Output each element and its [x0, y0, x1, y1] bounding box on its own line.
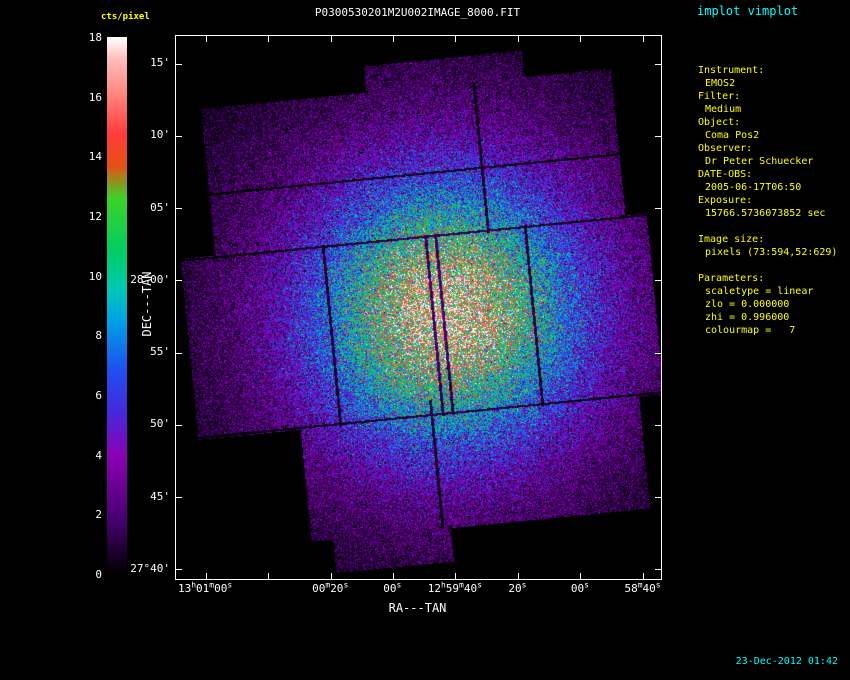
axis-tick-mark [455, 573, 457, 579]
ra-tick-label: 58m40s [624, 580, 661, 595]
dec-tick-label: 05' [150, 200, 170, 214]
ra-tick-label: 00s [383, 580, 402, 595]
info-line: Filter: [698, 91, 741, 102]
info-line: 15766.5736073852 sec [705, 208, 826, 219]
dec-tick-label: 27°40' [130, 561, 170, 575]
axis-tick-mark [330, 573, 332, 579]
ra-tick-label: 12h59m40s [427, 580, 482, 595]
info-line [698, 220, 848, 233]
dec-tick-label: 28°00' [130, 272, 170, 286]
colorbar-tick-label: 16 [88, 90, 102, 104]
x-axis-label: RA---TAN [388, 601, 447, 615]
axis-tick-mark [655, 352, 661, 354]
axis-tick-mark [655, 569, 661, 571]
axis-tick-mark [176, 280, 182, 282]
axis-tick-mark [655, 63, 661, 65]
axis-tick-mark [176, 352, 182, 354]
axis-tick-mark [655, 208, 661, 210]
colorbar-tick-label: 14 [88, 150, 102, 164]
axis-tick-mark [176, 208, 182, 210]
info-line: Image size: [698, 234, 765, 245]
axis-tick-mark [392, 573, 394, 579]
axis-tick-mark [392, 36, 394, 42]
axis-tick-mark [643, 573, 645, 579]
axis-tick-mark [176, 135, 182, 137]
colorbar-tick-label: 10 [88, 269, 102, 283]
sky-image [176, 36, 661, 579]
info-line: zlo = 0.000000 [705, 299, 790, 310]
info-line: Instrument: [698, 65, 765, 76]
axis-tick-mark [176, 497, 182, 499]
dec-tick-label: 50' [150, 417, 170, 431]
info-line: colourmap = 7 [705, 325, 796, 336]
axis-tick-mark [655, 280, 661, 282]
dec-tick-label: 10' [150, 128, 170, 142]
info-panel: Instrument: EMOS2 Filter: Medium Object: Coma… [698, 64, 848, 337]
colorbar-tick-label: 18 [88, 31, 102, 44]
dec-tick-labels: 15' 10' 05' 28°00' 55' 50' 45' 27°40' [92, 35, 170, 578]
colorbar-units-label: cts/pixel [101, 12, 150, 22]
axis-tick-mark [176, 569, 182, 571]
ra-tick-label: 20s [508, 580, 527, 595]
info-line [698, 259, 848, 272]
dec-tick-label: 55' [150, 345, 170, 359]
axis-tick-mark [643, 36, 645, 42]
axis-tick-mark [205, 573, 207, 579]
axis-tick-mark [176, 424, 182, 426]
axis-tick-mark [330, 36, 332, 42]
info-line: pixels (73:594,52:629) [705, 247, 838, 258]
plot-frame [175, 35, 662, 580]
info-line: Exposure: [698, 195, 753, 206]
colorbar-tick-label: 4 [95, 448, 102, 462]
info-line: DATE-OBS: [698, 169, 753, 180]
ra-tick-label: 00s [570, 580, 590, 595]
info-line: Coma Pos2 [705, 130, 760, 141]
info-line: EMOS2 [705, 78, 736, 89]
info-line: scaletype = linear [705, 286, 814, 297]
colorbar [107, 37, 127, 574]
dec-tick-label: 45' [150, 489, 170, 503]
info-line: Medium [705, 104, 742, 115]
axis-tick-mark [176, 63, 182, 65]
axis-tick-mark [580, 36, 582, 42]
colorbar-tick-label: 6 [95, 389, 102, 402]
colorbar-tick-label: 2 [95, 508, 102, 522]
colorbar-tick-label: 8 [95, 329, 102, 343]
info-line: zhi = 0.996000 [705, 312, 790, 323]
axis-tick-mark [268, 36, 270, 42]
app-name: implot vimplot [697, 4, 799, 18]
axis-tick-mark [205, 36, 207, 42]
info-line: Object: [698, 117, 741, 128]
colorbar-tick-label: 12 [88, 210, 102, 223]
plot-title: P0300530201M2U002IMAGE_8000.FIT [314, 6, 521, 19]
info-line: 2005-06-17T06:50 [705, 182, 802, 193]
ra-tick-label: 13h01m00s [177, 580, 233, 595]
info-line: Observer: [698, 143, 753, 154]
ra-tick-labels: 13h01m00s 00m20s 00s 12h59m40s 20s 00s 58m40s [175, 580, 661, 598]
axis-tick-mark [455, 36, 457, 42]
axis-tick-mark [655, 497, 661, 499]
axis-tick-mark [517, 36, 519, 42]
colorbar-tick-label: 0 [95, 568, 102, 581]
timestamp: 23-Dec-2012 01:42 [735, 656, 838, 667]
ra-tick-label: 00m20s [312, 580, 349, 595]
axis-tick-mark [517, 573, 519, 579]
info-line: Dr Peter Schuecker [705, 156, 814, 167]
y-axis-label: DEC---TAN [140, 271, 154, 337]
dec-tick-label: 15' [150, 56, 170, 70]
axis-tick-mark [655, 135, 661, 137]
info-line: Parameters: [698, 273, 765, 284]
axis-tick-mark [655, 424, 661, 426]
axis-tick-mark [580, 573, 582, 579]
colorbar-tick-labels: 18 16 14 12 10 8 6 4 2 0 [64, 31, 102, 581]
axis-tick-mark [268, 573, 270, 579]
